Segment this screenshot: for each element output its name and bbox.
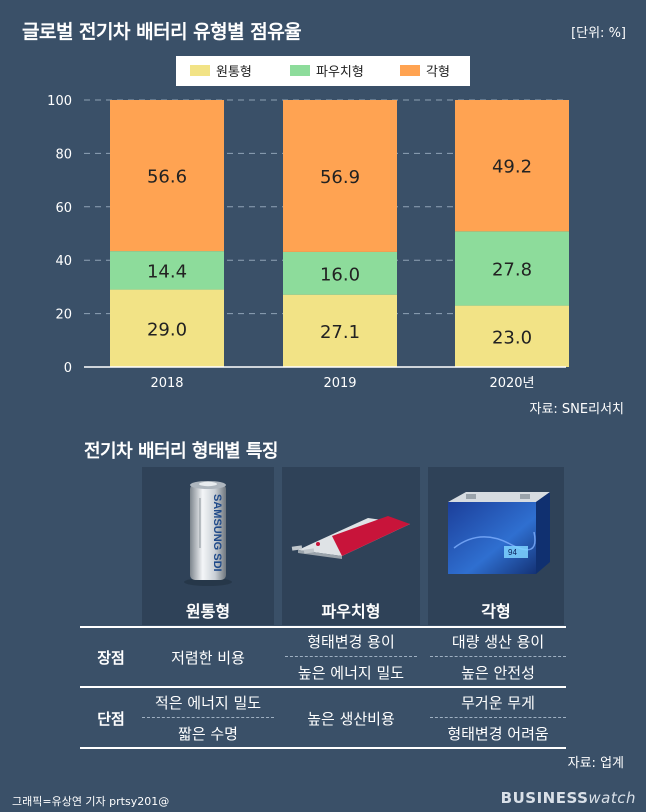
bar-2020년-파우치형 <box>455 231 569 306</box>
logo-main-text: BUSINESS <box>500 789 589 807</box>
x-tick-1: 2019 <box>323 376 356 391</box>
bar-2020년-각형 <box>455 100 569 232</box>
cylindrical-brand-text: SAMSUNG SDI <box>211 494 223 572</box>
adv-prismatic-2: 높은 안전성 <box>461 664 535 682</box>
dis-cylindrical-2: 짧은 수명 <box>178 725 238 743</box>
x-tick-2: 2020년 <box>489 376 534 391</box>
data-label-2-0: 23.0 <box>492 327 532 348</box>
legend-swatch-2 <box>400 65 420 76</box>
data-label-0-0: 29.0 <box>147 319 187 340</box>
unit-label: [단위: %] <box>571 26 626 41</box>
table-top-rule <box>80 626 566 628</box>
legend-label-2: 각형 <box>426 65 450 80</box>
graphic-credit: 그래픽=유상연 기자 prtsy201@ <box>12 795 170 808</box>
table-source: 자료: 업계 <box>567 756 624 771</box>
dis-prismatic-2: 형태변경 어려움 <box>447 725 549 743</box>
bar-2020년-원통형 <box>455 305 569 367</box>
table-bottom-rule <box>80 747 566 749</box>
dis-pouch: 높은 생산비용 <box>307 710 395 728</box>
y-tick-60: 60 <box>55 201 72 216</box>
dash-adv-prismatic <box>430 656 566 657</box>
logo-sub-text: watch <box>588 789 636 807</box>
data-label-2-1: 27.8 <box>492 259 532 280</box>
y-tick-100: 100 <box>47 94 72 109</box>
data-label-0-2: 56.6 <box>147 167 187 188</box>
adv-prismatic-1: 대량 생산 용이 <box>451 633 545 651</box>
bar-2019-원통형 <box>283 294 397 367</box>
prismatic-battery-image: 94 <box>448 492 550 574</box>
dash-dis-cylindrical <box>142 717 274 718</box>
row-label-advantages: 장점 <box>97 649 125 667</box>
header-prismatic: 각형 <box>481 602 511 621</box>
bar-2018-원통형 <box>110 289 224 367</box>
pouch-battery-image <box>291 516 410 559</box>
businesswatch-logo: BUSINESSwatch <box>501 789 636 807</box>
data-label-1-2: 56.9 <box>320 167 360 188</box>
data-label-1-0: 27.1 <box>320 322 360 343</box>
y-tick-80: 80 <box>55 147 72 162</box>
chart-title: 글로벌 전기차 배터리 유형별 점유율 <box>22 21 302 43</box>
y-tick-0: 0 <box>64 361 72 376</box>
bar-2019-파우치형 <box>283 251 397 295</box>
dis-cylindrical-1: 적은 에너지 밀도 <box>154 694 262 712</box>
x-tick-0: 2018 <box>150 376 183 391</box>
table-middle-rule <box>80 686 566 688</box>
comparison-title: 전기차 배터리 형태별 특징 <box>84 441 278 462</box>
data-label-0-1: 14.4 <box>147 261 187 282</box>
cylindrical-battery-image: SAMSUNG SDI <box>184 481 232 586</box>
bar-2018-각형 <box>110 100 224 252</box>
legend-label-1: 파우치형 <box>316 65 364 80</box>
legend-swatch-1 <box>290 65 310 76</box>
header-pouch: 파우치형 <box>321 602 381 621</box>
legend-swatch-0 <box>190 65 210 76</box>
dash-adv-pouch <box>285 656 417 657</box>
data-label-1-1: 16.0 <box>320 264 360 285</box>
bar-2018-파우치형 <box>110 251 224 290</box>
prismatic-badge-text: 94 <box>508 548 517 557</box>
adv-cylindrical: 저렴한 비용 <box>171 649 245 667</box>
bar-2019-각형 <box>283 100 397 252</box>
legend-label-0: 원통형 <box>216 65 252 80</box>
header-cylindrical: 원통형 <box>185 602 231 621</box>
adv-pouch-2: 높은 에너지 밀도 <box>297 664 405 682</box>
stacked-bar-chart: 원통형 파우치형 각형 0 20 40 60 80 100 29.0 14.4 56.6 2018 27.… <box>47 56 569 391</box>
y-tick-20: 20 <box>55 308 72 323</box>
data-label-2-2: 49.2 <box>492 157 532 178</box>
dis-prismatic-1: 무거운 무게 <box>461 694 535 712</box>
dash-dis-prismatic <box>430 717 566 718</box>
y-tick-40: 40 <box>55 254 72 269</box>
adv-pouch-1: 형태변경 용이 <box>307 633 395 651</box>
chart-source: 자료: SNE리서치 <box>529 402 624 417</box>
legend-box <box>176 56 470 86</box>
row-label-disadvantages: 단점 <box>97 710 125 728</box>
